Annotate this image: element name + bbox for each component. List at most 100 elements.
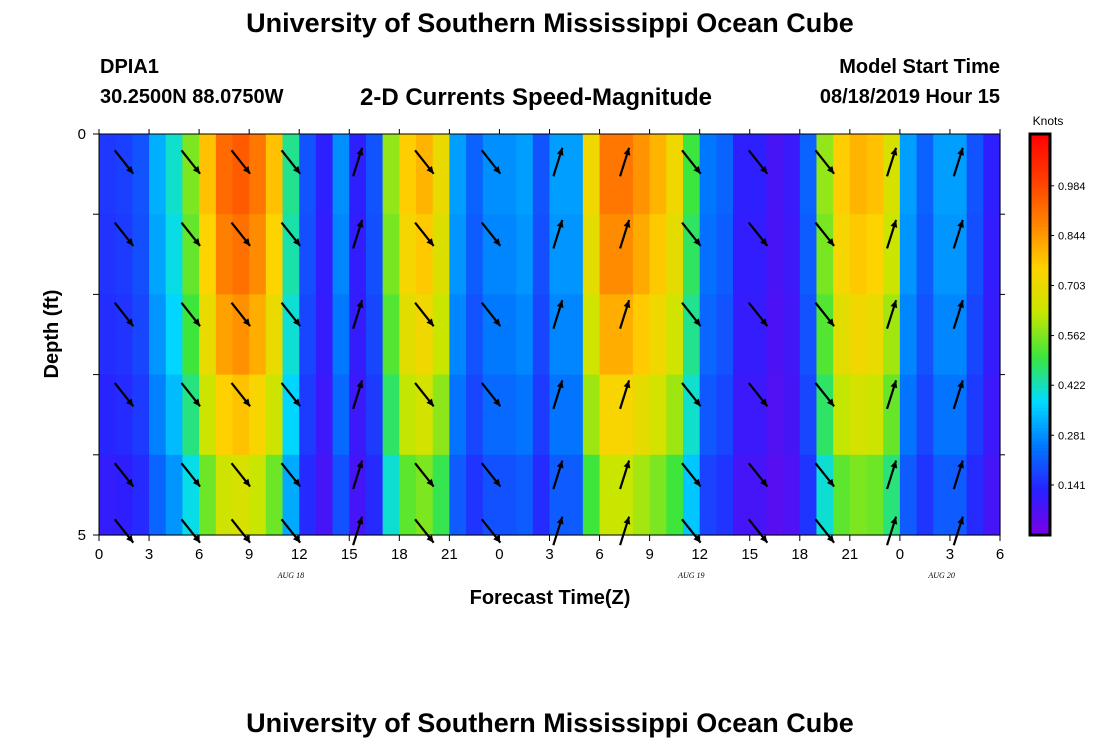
- colorbar-band: [1030, 164, 1050, 169]
- heatmap-cell: [482, 134, 501, 215]
- colorbar-band: [1030, 344, 1050, 349]
- colorbar-band: [1030, 254, 1050, 259]
- heatmap-cell: [249, 374, 267, 456]
- current-arrow: [952, 380, 964, 410]
- heatmap-cell: [482, 374, 501, 456]
- colorbar-band: [1030, 294, 1050, 299]
- heatmap-cell: [182, 214, 200, 295]
- current-arrow: [552, 147, 564, 177]
- heatmap-cell: [149, 374, 167, 456]
- colorbar-band: [1030, 421, 1050, 426]
- heatmap-cell: [282, 374, 300, 456]
- arrow-head: [126, 534, 134, 543]
- current-arrow: [352, 147, 364, 177]
- colorbar-band: [1030, 458, 1050, 463]
- x-tick-label: 21: [441, 546, 458, 563]
- colorbar-band: [1030, 147, 1050, 152]
- colorbar-band: [1030, 444, 1050, 449]
- heatmap-cell: [499, 294, 517, 376]
- heatmap-cell: [883, 374, 901, 456]
- heatmap-cell: [783, 454, 801, 536]
- current-arrow: [180, 382, 201, 408]
- heatmap-cell: [749, 294, 768, 376]
- heatmap-cell: [916, 294, 934, 376]
- page-title: University of Southern Mississippi Ocean…: [246, 8, 854, 38]
- arrow-head: [242, 534, 251, 543]
- heatmap-cell: [566, 454, 584, 536]
- arrow-head: [890, 219, 898, 228]
- heatmap-cell: [866, 134, 884, 215]
- colorbar-band: [1030, 364, 1050, 369]
- heatmap-cell: [866, 374, 884, 456]
- heatmap-cell: [265, 374, 284, 456]
- heatmap-cell: [432, 134, 450, 215]
- arrow-head: [356, 516, 364, 525]
- arrow-head: [126, 318, 134, 327]
- heatmap-cell: [332, 374, 350, 456]
- heatmap-cell: [532, 454, 551, 536]
- arrow-head: [623, 380, 631, 389]
- station-coordinates: 30.2500N 88.0750W: [100, 86, 284, 108]
- arrow-head: [957, 219, 964, 228]
- heatmap-cell: [833, 454, 851, 536]
- colorbar-band: [1030, 501, 1050, 506]
- arrow-head: [126, 398, 134, 407]
- colorbar-band: [1030, 317, 1050, 322]
- x-tick-label: 6: [595, 546, 603, 563]
- colorbar-label: 0.422: [1058, 380, 1086, 392]
- heatmap-cell: [199, 134, 217, 215]
- colorbar-label: 0.984: [1058, 181, 1086, 193]
- colorbar-band: [1030, 448, 1050, 453]
- heatmap-cell: [699, 294, 717, 376]
- heatmap-cell: [349, 134, 367, 215]
- current-arrow: [814, 149, 835, 175]
- heatmap-cell: [299, 214, 317, 295]
- colorbar-band: [1030, 494, 1050, 499]
- heatmap-cell: [916, 374, 934, 456]
- heatmap-cell: [933, 134, 951, 215]
- heatmap-cell: [466, 374, 484, 456]
- heatmap-cell: [966, 294, 984, 376]
- heatmap-cell: [232, 214, 250, 295]
- heatmap-cell: [716, 214, 734, 295]
- heatmap-cell: [115, 214, 133, 295]
- heatmap-cell: [399, 454, 417, 536]
- arrow-head: [493, 318, 501, 327]
- heatmap-cell: [149, 454, 167, 536]
- heatmap-cell: [699, 214, 717, 295]
- heatmap-cell: [516, 214, 534, 295]
- heatmap-cell: [432, 374, 450, 456]
- arrow-head: [556, 147, 564, 156]
- heatmap-cell: [682, 294, 701, 376]
- heatmap-cell: [249, 134, 267, 215]
- heatmap-cell: [516, 294, 534, 376]
- current-arrow: [113, 518, 135, 544]
- heatmap-cell: [99, 134, 117, 215]
- heatmap-cell: [883, 294, 901, 376]
- arrow-head: [760, 478, 768, 487]
- heatmap-cell: [599, 454, 617, 536]
- heatmap-cell: [432, 214, 450, 295]
- arrow-head: [556, 219, 564, 228]
- x-tick-label: 0: [95, 546, 103, 563]
- arrow-head: [556, 380, 564, 389]
- current-arrow: [747, 302, 769, 327]
- current-arrow: [352, 219, 364, 249]
- heatmap-cell: [349, 214, 367, 295]
- heatmap-cell: [182, 374, 200, 456]
- heatmap-cell: [866, 294, 884, 376]
- x-tick-label: 3: [946, 546, 954, 563]
- heatmap-cell: [649, 454, 667, 536]
- colorbar-band: [1030, 134, 1050, 138]
- heatmap-cell: [616, 214, 634, 295]
- current-arrow: [619, 380, 631, 410]
- heatmap-cell: [666, 214, 684, 295]
- current-arrow: [681, 221, 702, 247]
- station-id: DPIA1: [100, 56, 159, 78]
- heatmap-cell: [616, 454, 634, 536]
- heatmap-cell: [432, 294, 450, 376]
- colorbar-band: [1030, 264, 1050, 269]
- colorbar-band: [1030, 297, 1050, 302]
- current-arrow: [552, 299, 564, 330]
- arrow-head: [126, 165, 134, 174]
